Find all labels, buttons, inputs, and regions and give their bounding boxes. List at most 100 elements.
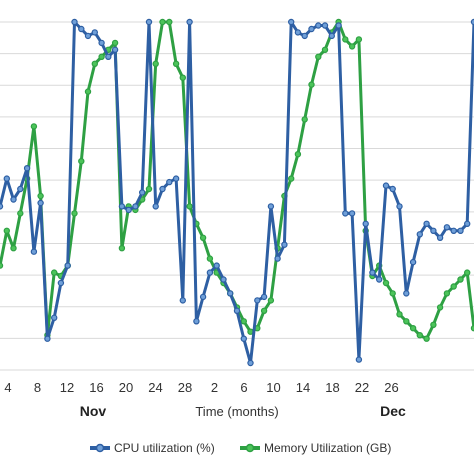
month-label-dec: Dec — [380, 403, 406, 419]
memory-data-point — [98, 53, 105, 61]
cpu-data-point — [98, 39, 105, 47]
x-axis-label: Time (months) — [195, 404, 278, 419]
cpu-data-point — [247, 359, 254, 367]
cpu-data-point — [51, 314, 58, 321]
x-tick-label: 28 — [178, 380, 192, 395]
memory-data-point — [389, 290, 396, 297]
x-tick-label: 4 — [4, 380, 11, 395]
memory-data-point — [0, 262, 4, 269]
cpu-data-point — [71, 18, 78, 26]
memory-data-point — [17, 210, 24, 217]
memory-data-point — [443, 290, 451, 297]
cpu-data-point — [409, 258, 417, 266]
cpu-data-point — [450, 227, 457, 234]
cpu-data-point — [348, 210, 356, 217]
x-tick-label: 10 — [266, 380, 280, 395]
memory-data-point — [118, 244, 126, 252]
memory-data-point — [301, 116, 308, 123]
memory-data-point — [199, 234, 207, 241]
cpu-data-point — [342, 210, 349, 217]
cpu-data-point — [233, 307, 241, 314]
x-tick-labels: 4 8 12 16 20 24 28 2 6 10 14 18 22 26 — [4, 380, 398, 395]
cpu-data-point — [17, 185, 24, 193]
cpu-data-point — [315, 22, 322, 29]
series-lines — [0, 18, 474, 367]
memory-data-point — [409, 325, 417, 332]
cpu-data-point — [457, 227, 464, 234]
cpu-data-point — [172, 175, 180, 182]
x-tick-label: 22 — [355, 380, 369, 395]
month-label-nov: Nov — [80, 403, 107, 419]
cpu-data-point — [220, 276, 227, 283]
cpu-data-point — [186, 18, 193, 26]
memory-data-point — [186, 203, 193, 210]
memory-data-point — [294, 150, 302, 158]
legend-cpu-label: CPU utilization (%) — [114, 441, 215, 455]
cpu-data-point — [328, 32, 335, 40]
cpu-data-point — [308, 25, 315, 33]
cpu-data-point — [91, 29, 99, 36]
cpu-data-point — [288, 18, 295, 26]
memory-data-point — [348, 43, 356, 50]
memory-data-point — [450, 283, 457, 290]
memory-data-point — [436, 304, 444, 311]
memory-data-point — [111, 39, 119, 47]
cpu-data-point — [382, 182, 390, 189]
cpu-data-point — [30, 248, 38, 255]
memory-data-point — [315, 53, 322, 61]
cpu-data-point — [369, 269, 376, 276]
cpu-data-point — [23, 164, 31, 172]
x-tick-label: 24 — [148, 380, 162, 395]
cpu-data-point — [166, 178, 173, 186]
memory-data-point — [172, 60, 180, 68]
cpu-data-point — [132, 203, 139, 210]
cpu-data-point — [118, 203, 126, 210]
memory-data-point — [288, 175, 295, 182]
memory-data-point — [382, 279, 390, 287]
cpu-data-point — [138, 189, 146, 196]
memory-data-point — [166, 18, 173, 26]
cpu-data-point — [436, 234, 444, 241]
cpu-data-point — [105, 53, 112, 61]
cpu-data-point — [267, 203, 275, 210]
cpu-data-point — [199, 293, 207, 301]
cpu-data-point — [0, 203, 4, 210]
cpu-data-point — [37, 199, 44, 207]
x-tick-label: 20 — [119, 380, 133, 395]
memory-data-point — [30, 123, 38, 130]
memory-data-point — [308, 81, 315, 88]
cpu-data-point — [145, 18, 153, 26]
cpu-data-point — [254, 297, 261, 304]
cpu-data-point — [3, 175, 11, 182]
cpu-data-point — [389, 185, 396, 193]
memory-data-point — [240, 318, 247, 325]
cpu-data-point — [10, 196, 17, 203]
legend-memory-marker — [245, 443, 255, 453]
cpu-data-point — [321, 22, 329, 29]
cpu-data-point — [335, 22, 342, 29]
cpu-data-point — [274, 255, 281, 262]
memory-data-point — [416, 332, 423, 339]
x-tick-label: 18 — [325, 380, 339, 395]
cpu-data-point — [111, 46, 119, 54]
memory-data-point — [152, 60, 159, 68]
memory-data-point — [159, 18, 166, 26]
memory-data-point — [464, 269, 471, 276]
legend-cpu-marker — [95, 443, 105, 453]
x-tick-label: 6 — [240, 380, 247, 395]
cpu-data-point — [416, 231, 423, 238]
cpu-data-point — [57, 279, 65, 287]
x-tick-label: 12 — [60, 380, 74, 395]
memory-data-point — [51, 269, 58, 276]
cpu-data-point — [301, 32, 308, 40]
cpu-data-point — [64, 262, 71, 269]
cpu-data-point — [362, 220, 369, 227]
memory-data-point — [267, 297, 275, 304]
memory-data-point — [84, 88, 92, 95]
memory-data-point — [10, 244, 17, 252]
cpu-data-point — [376, 276, 383, 283]
cpu-data-point — [152, 203, 159, 210]
memory-data-point — [206, 255, 214, 262]
cpu-data-point — [159, 185, 166, 193]
cpu-data-point — [78, 25, 85, 33]
